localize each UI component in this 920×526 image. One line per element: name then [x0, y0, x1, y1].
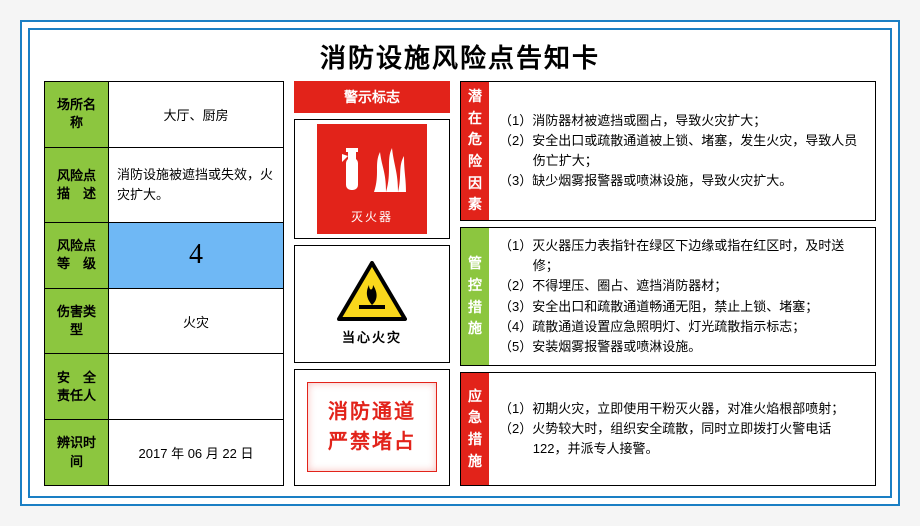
section-label: 应急措施 — [461, 373, 489, 485]
section-label: 管控措施 — [461, 228, 489, 365]
card-inner-frame: 消防设施风险点告知卡 场所名称大厅、厨房风险点描 述消防设施被遮挡或失效，火灾扩… — [28, 28, 892, 498]
section: 潜在危险因素（1）消防器材被遮挡或圈占，导致火灾扩大；（2）安全出口或疏散通道被… — [460, 81, 876, 221]
info-label: 辨识时间 — [45, 420, 109, 486]
section-item: （4）疏散通道设置应急照明灯、灯光疏散指示标志； — [499, 317, 865, 337]
info-label: 安 全责任人 — [45, 354, 109, 420]
signs-header: 警示标志 — [294, 81, 450, 113]
content-row: 场所名称大厅、厨房风险点描 述消防设施被遮挡或失效，火灾扩大。风险点等 级4伤害… — [44, 81, 876, 486]
section-item: （2）火势较大时，组织安全疏散，同时立即拨打火警电话122，并派专人接警。 — [499, 419, 865, 459]
flame-icon — [372, 144, 408, 194]
info-value: 2017 年 06 月 22 日 — [109, 420, 284, 486]
section: 管控措施（1）灭火器压力表指针在绿区下边缘或指在红区时，及时送修；（2）不得埋压… — [460, 227, 876, 366]
section-body: （1）消防器材被遮挡或圈占，导致火灾扩大；（2）安全出口或疏散通道被上锁、堵塞，… — [489, 82, 875, 220]
sign-extinguisher: 灭火器 — [294, 119, 450, 239]
signs-column: 警示标志 — [294, 81, 450, 486]
section-item: （3）安全出口和疏散通道畅通无阻，禁止上锁、堵塞； — [499, 297, 865, 317]
sign-fire-warning: 当心火灾 — [294, 245, 450, 363]
info-value — [109, 354, 284, 420]
warning-triangle-icon — [337, 261, 407, 323]
section-item: （1）初期火灾，立即使用干粉灭火器，对准火焰根部喷射； — [499, 399, 865, 419]
fire-warning-label: 当心火灾 — [342, 327, 402, 346]
sign-passage: 消防通道 严禁堵占 — [294, 369, 450, 487]
info-table: 场所名称大厅、厨房风险点描 述消防设施被遮挡或失效，火灾扩大。风险点等 级4伤害… — [44, 81, 284, 486]
passage-line1: 消防通道 — [328, 397, 416, 427]
section-item: （2）安全出口或疏散通道被上锁、堵塞，发生火灾，导致人员伤亡扩大； — [499, 131, 865, 171]
info-value: 消防设施被遮挡或失效，火灾扩大。 — [109, 147, 284, 222]
section-label: 潜在危险因素 — [461, 82, 489, 220]
card-title: 消防设施风险点告知卡 — [44, 38, 876, 75]
info-value: 大厅、厨房 — [109, 82, 284, 148]
section-item: （1）灭火器压力表指针在绿区下边缘或指在红区时，及时送修； — [499, 236, 865, 276]
info-label: 风险点等 级 — [45, 223, 109, 289]
info-value: 4 — [109, 223, 284, 289]
info-label: 场所名称 — [45, 82, 109, 148]
right-column: 潜在危险因素（1）消防器材被遮挡或圈占，导致火灾扩大；（2）安全出口或疏散通道被… — [460, 81, 876, 486]
section: 应急措施（1）初期火灾，立即使用干粉灭火器，对准火焰根部喷射；（2）火势较大时，… — [460, 372, 876, 486]
section-item: （2）不得埋压、圈占、遮挡消防器材； — [499, 276, 865, 296]
section-body: （1）初期火灾，立即使用干粉灭火器，对准火焰根部喷射；（2）火势较大时，组织安全… — [489, 373, 875, 485]
section-item: （5）安装烟雾报警器或喷淋设施。 — [499, 337, 865, 357]
section-item: （3）缺少烟雾报警器或喷淋设施，导致火灾扩大。 — [499, 171, 865, 191]
info-value: 火灾 — [109, 288, 284, 354]
passage-line2: 严禁堵占 — [328, 427, 416, 457]
info-label: 伤害类型 — [45, 288, 109, 354]
section-body: （1）灭火器压力表指针在绿区下边缘或指在红区时，及时送修；（2）不得埋压、圈占、… — [489, 228, 875, 365]
extinguisher-label: 灭火器 — [351, 208, 393, 225]
info-label: 风险点描 述 — [45, 147, 109, 222]
extinguisher-icon — [336, 144, 368, 194]
section-item: （1）消防器材被遮挡或圈占，导致火灾扩大； — [499, 111, 865, 131]
card-outer-frame: 消防设施风险点告知卡 场所名称大厅、厨房风险点描 述消防设施被遮挡或失效，火灾扩… — [20, 20, 900, 506]
